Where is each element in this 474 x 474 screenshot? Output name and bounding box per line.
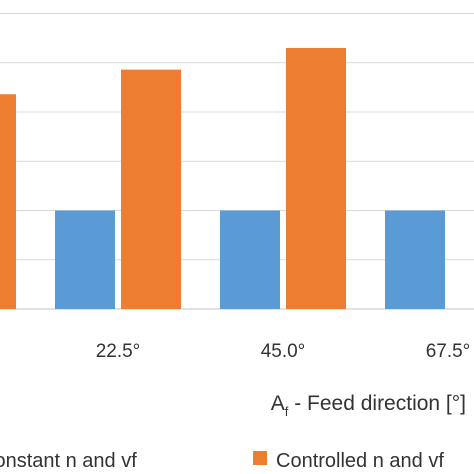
x-axis-title-sub: f bbox=[285, 404, 289, 419]
x-tick-labels: 0.0°22.5°45.0°67.5° bbox=[96, 341, 471, 362]
x-tick-label: 67.5° bbox=[426, 341, 471, 362]
x-axis-title-main: A bbox=[271, 392, 285, 415]
bar-constant-2 bbox=[220, 210, 280, 309]
x-tick-label: 22.5° bbox=[96, 341, 141, 362]
bar-controlled-0 bbox=[0, 94, 16, 310]
bar-controlled-1 bbox=[121, 69, 181, 310]
legend: Constant n and vf Controlled n and vf bbox=[0, 450, 444, 472]
legend-swatch-controlled bbox=[253, 451, 267, 465]
bar-constant-3 bbox=[385, 210, 445, 309]
x-axis-title: Af - Feed direction [°] bbox=[271, 392, 466, 419]
legend-label-constant: Constant n and vf bbox=[0, 450, 137, 472]
legend-label-controlled: Controlled n and vf bbox=[276, 450, 444, 472]
bar-constant-1 bbox=[55, 210, 115, 309]
x-tick-label: 45.0° bbox=[261, 341, 306, 362]
x-axis-title-rest: - Feed direction [°] bbox=[288, 392, 466, 415]
bars bbox=[0, 47, 445, 310]
bar-controlled-2 bbox=[286, 47, 346, 309]
